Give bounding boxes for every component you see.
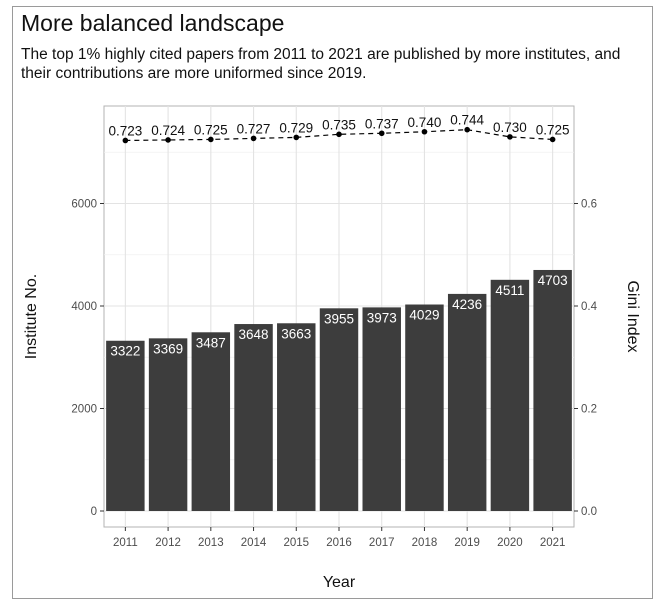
gini-point-2021	[549, 136, 556, 143]
gini-label-2019: 0.744	[450, 113, 484, 128]
gini-point-2020	[507, 134, 513, 140]
bars	[106, 269, 572, 511]
y2-tick-label: 0.0	[581, 506, 597, 518]
y2-tick-label: 0.4	[581, 301, 598, 313]
bar-labels: 3322 3369 3487 3648 3663 3955 3973 4029 4236 4511…	[110, 273, 567, 359]
bar-label-2012: 3369	[153, 341, 183, 356]
bar-label-2016: 3955	[324, 311, 354, 326]
bar-2016	[319, 308, 359, 511]
bar-label-2017: 3973	[367, 310, 397, 325]
gini-point-2017	[378, 130, 385, 137]
x-tick-label-2012: 2012	[155, 537, 181, 549]
bar-label-2014: 3648	[239, 327, 269, 342]
x-tick-label-2017: 2017	[369, 537, 395, 549]
bar-label-2011: 3322	[110, 344, 140, 359]
y-tick-label: 4000	[71, 301, 97, 313]
y2-tick-label: 0.6	[581, 199, 597, 211]
x-tick-label-2020: 2020	[497, 537, 523, 549]
bar-2020	[490, 279, 530, 511]
gini-label-2013: 0.725	[194, 122, 228, 137]
axes: 0 2000 4000 6000 0.0 0.2 0.4 0.6 2011 2012 2013 201…	[71, 199, 597, 550]
x-tick-label-2016: 2016	[326, 537, 352, 549]
gini-point-2018	[421, 128, 428, 135]
gini-point-2013	[208, 136, 214, 143]
bar-2017	[362, 307, 401, 511]
bar-label-2013: 3487	[196, 335, 226, 350]
x-tick-label-2014: 2014	[241, 537, 267, 549]
gini-label-2021: 0.725	[536, 122, 570, 137]
bar-label-2019: 4236	[452, 297, 482, 312]
gini-label-2018: 0.740	[408, 115, 442, 130]
gini-point-2015	[293, 134, 300, 141]
gini-label-2020: 0.730	[493, 120, 527, 135]
gini-label-2015: 0.729	[279, 120, 313, 135]
gini-label-2016: 0.735	[322, 117, 356, 132]
gini-label-2014: 0.727	[237, 121, 271, 136]
gini-point-2012	[165, 137, 171, 143]
bar-2018	[405, 304, 444, 511]
y-tick-label: 6000	[71, 199, 97, 211]
x-tick-label-2018: 2018	[412, 537, 438, 549]
y2-axis-label: Gini Index	[624, 280, 641, 352]
gini-point-2014	[250, 135, 257, 142]
bar-2019	[447, 293, 487, 511]
gini-line-layer: 0.723 0.724 0.725 0.727 0.729 0.735 0.737 0.740…	[108, 113, 570, 144]
bar-2011	[106, 340, 145, 511]
gini-label-2011: 0.723	[108, 123, 142, 138]
x-tick-label-2021: 2021	[540, 537, 566, 549]
y-axis-label: Institute No.	[23, 274, 40, 359]
bar-2015	[277, 323, 316, 511]
bar-label-2018: 4029	[409, 308, 439, 323]
x-tick-label-2019: 2019	[454, 537, 480, 549]
y-tick-label: 0	[91, 506, 97, 518]
bar-2012	[148, 338, 188, 511]
gini-label-2012: 0.724	[151, 123, 185, 138]
x-tick-label-2013: 2013	[198, 537, 224, 549]
y-tick-label: 2000	[71, 404, 97, 416]
bar-label-2021: 4703	[538, 273, 568, 288]
y2-tick-label: 0.2	[581, 404, 597, 416]
bar-2014	[234, 324, 273, 511]
chart-title: More balanced landscape	[21, 10, 285, 36]
bar-2013	[191, 332, 231, 511]
gini-point-2019	[464, 126, 470, 133]
bar-label-2020: 4511	[495, 283, 524, 298]
bar-2021	[533, 269, 572, 511]
gini-point-2011	[122, 137, 129, 144]
bar-label-2015: 3663	[281, 326, 311, 341]
x-tick-label-2011: 2011	[113, 537, 138, 549]
gini-label-2017: 0.737	[365, 116, 399, 131]
gini-point-2016	[336, 131, 342, 138]
x-axis-label: Year	[323, 574, 356, 591]
x-tick-label-2015: 2015	[283, 537, 309, 549]
chart-subtitle: The top 1% highly cited papers from 2011…	[21, 46, 621, 82]
